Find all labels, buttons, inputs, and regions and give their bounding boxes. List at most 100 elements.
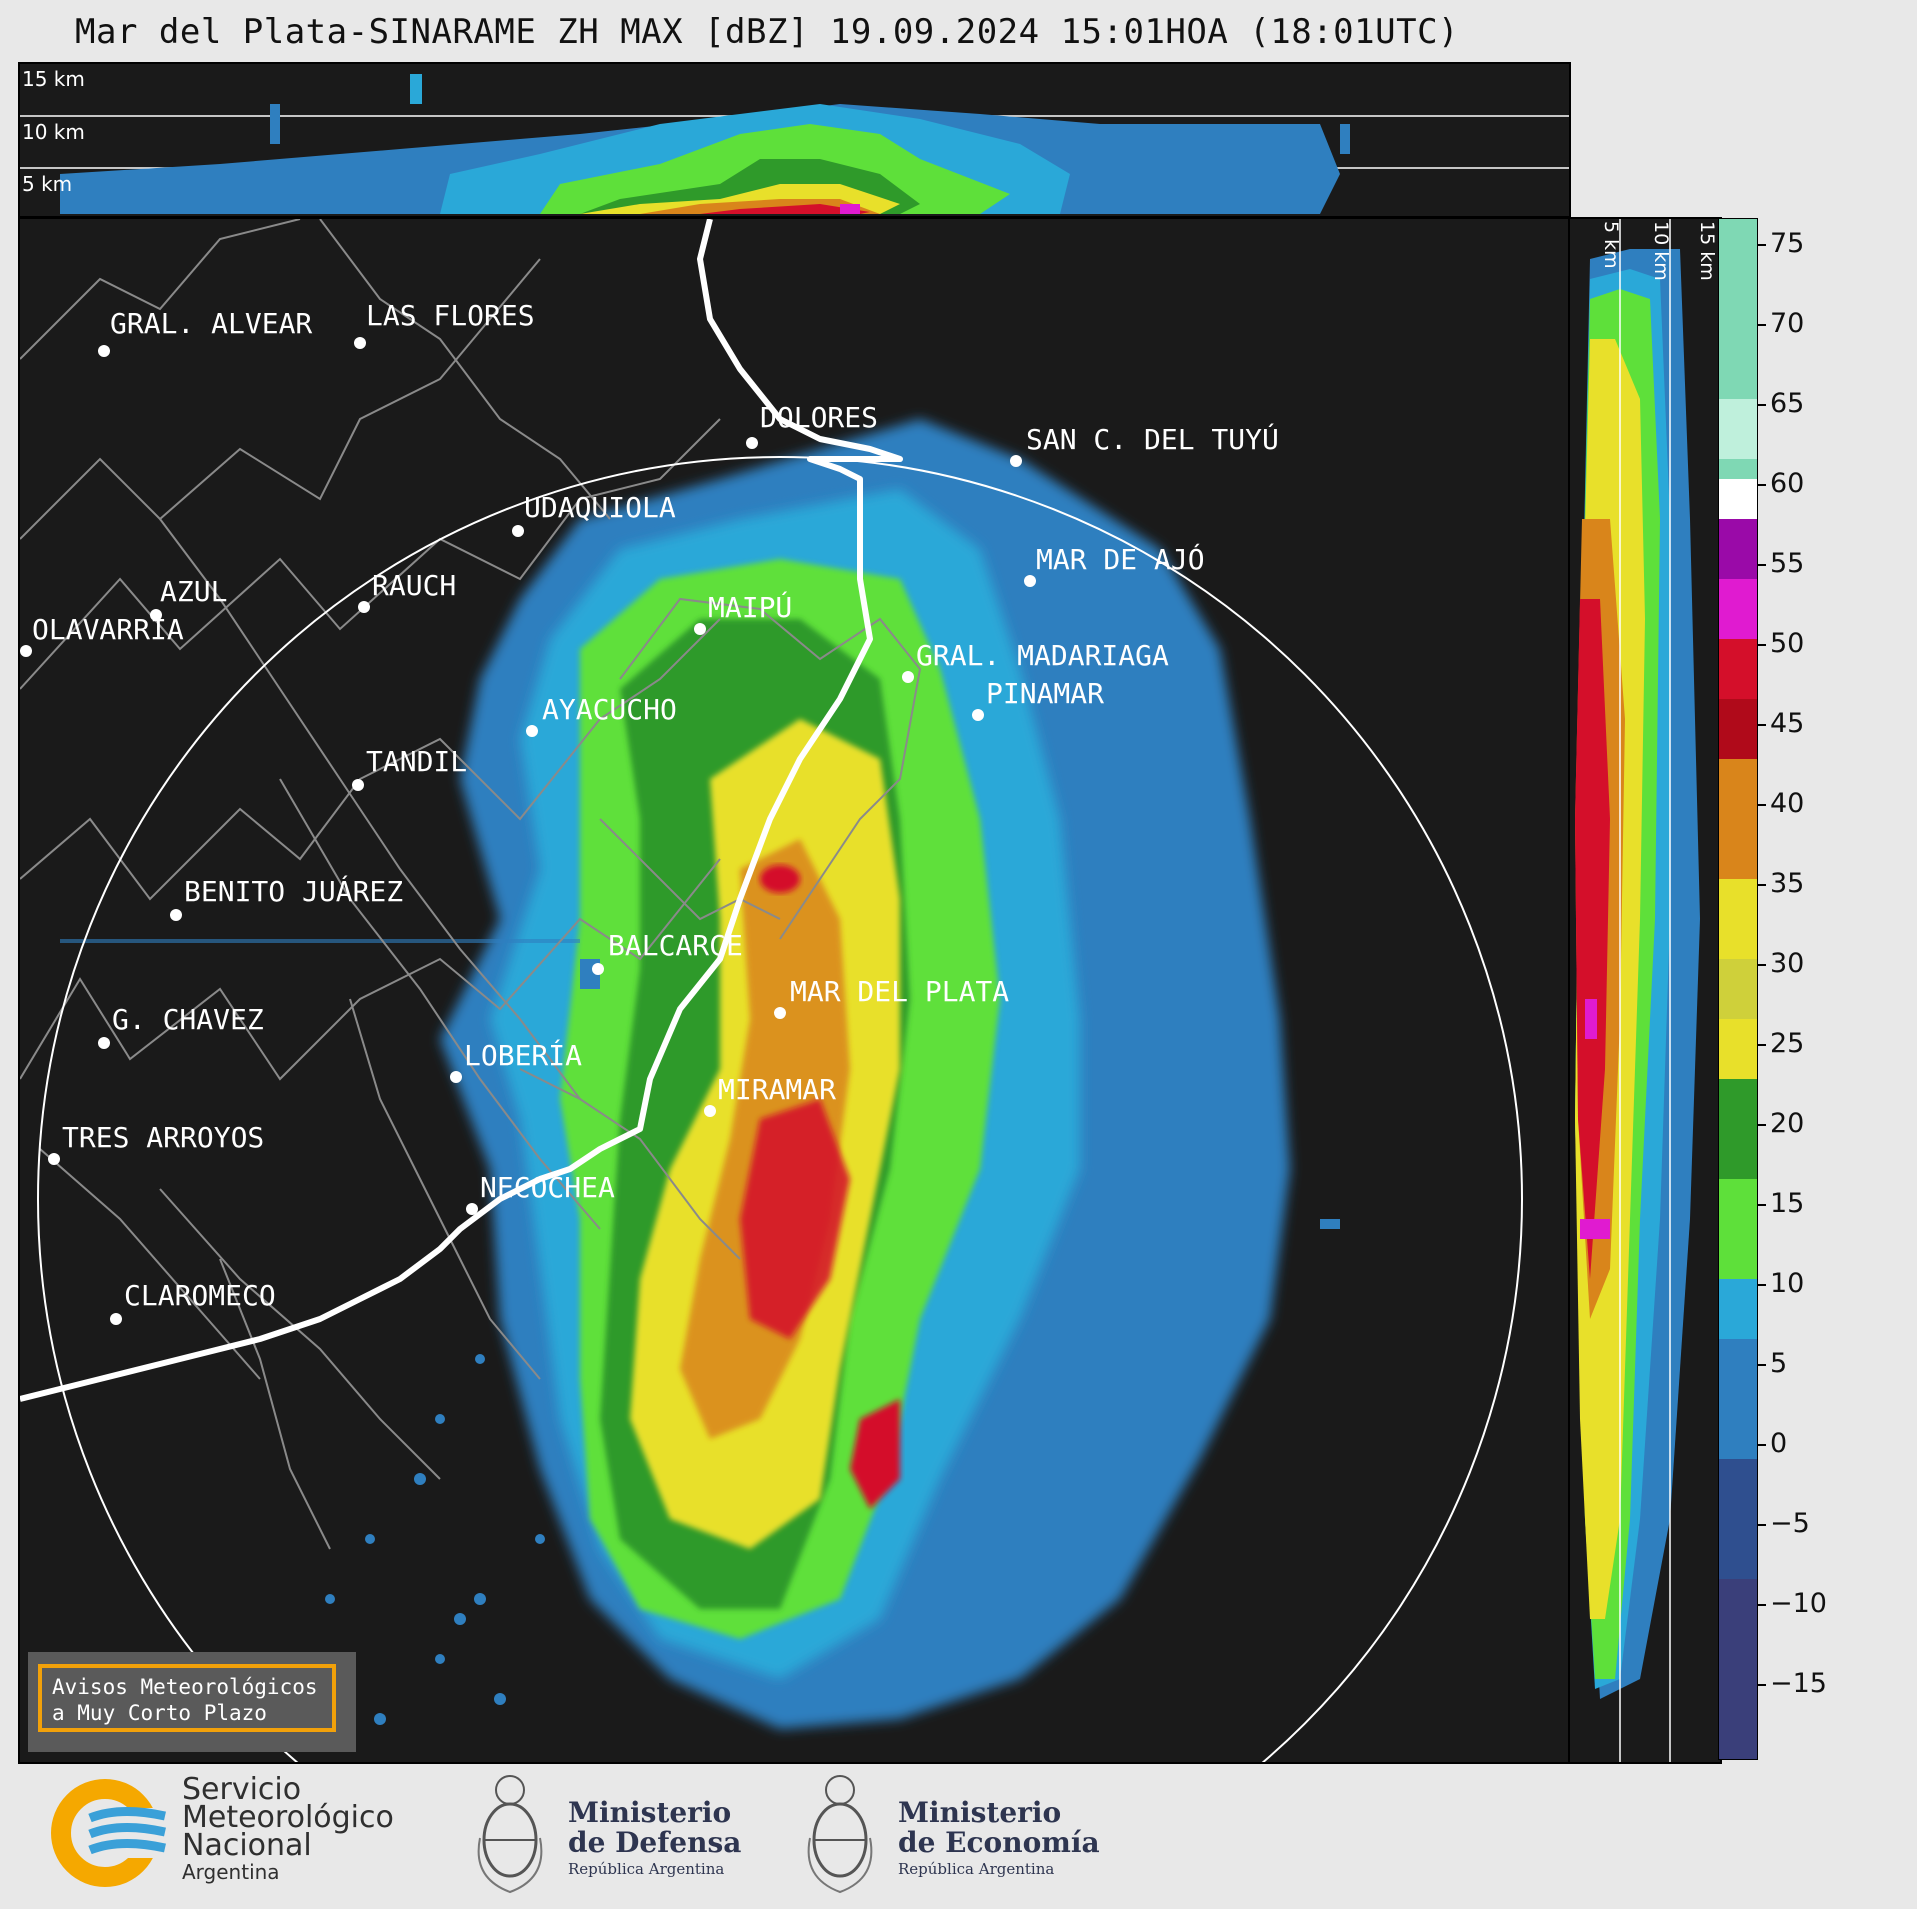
cb-tick: [1758, 1124, 1766, 1126]
smn-line-2: Meteorológico: [182, 1800, 394, 1835]
city-dot: [48, 1153, 60, 1165]
side-alt-5km: 5 km: [1600, 221, 1622, 269]
city-label-tandil: TANDIL: [366, 745, 468, 778]
cb-tick: [1758, 404, 1766, 406]
colorbar-gradient: [1719, 219, 1757, 1759]
warning-line-2: a Muy Corto Plazo: [52, 1701, 267, 1725]
city-label-loberia: LOBERÍA: [464, 1039, 583, 1072]
city-label-g-chavez: G. CHAVEZ: [112, 1003, 264, 1036]
cb-tick: [1758, 964, 1766, 966]
city-dot: [512, 525, 524, 537]
defensa-line-1: Ministerio: [568, 1796, 732, 1829]
city-dot: [592, 963, 604, 975]
city-dot: [150, 609, 162, 621]
smn-logo-icon: [51, 1779, 170, 1887]
side-cross-section: 5 km 10 km 15 km: [1568, 217, 1722, 1764]
side-echo-profile: [1575, 219, 1700, 1762]
city-dot: [526, 725, 538, 737]
cb-tick: [1758, 1044, 1766, 1046]
city-label-ayacucho: AYACUCHO: [542, 693, 677, 726]
coat-of-arms-icon: [807, 1775, 873, 1894]
city-label-necochea: NECOCHEA: [480, 1171, 615, 1204]
chart-title: Mar del Plata-SINARAME ZH MAX [dBZ] 19.0…: [75, 12, 1460, 52]
cb-label-5: 5: [1770, 1348, 1788, 1379]
city-dot: [98, 345, 110, 357]
radar-map-canvas: [20, 219, 1523, 1762]
defensa-logo-text: Ministerio de Defensa República Argentin…: [568, 1798, 741, 1880]
cb-tick: [1758, 1684, 1766, 1686]
city-label-dolores: DOLORES: [760, 401, 879, 434]
footer-logos: Servicio Meteorológico Nacional Argentin…: [0, 1762, 1917, 1909]
city-dot: [704, 1105, 716, 1117]
city-dot: [466, 1203, 478, 1215]
scattered-cells: [60, 939, 1340, 1725]
economia-line-1: Ministerio: [898, 1796, 1062, 1829]
cb-label-70: 70: [1770, 308, 1805, 339]
city-label-benito-juarez: BENITO JUÁREZ: [184, 875, 404, 908]
range-ring: [37, 456, 1523, 1762]
city-label-maipu: MAIPÚ: [708, 591, 793, 624]
defensa-line-2: de Defensa: [568, 1826, 742, 1859]
city-dot: [1010, 455, 1022, 467]
cb-label-35: 35: [1770, 868, 1805, 899]
cb-tick: [1758, 804, 1766, 806]
cb-tick: [1758, 884, 1766, 886]
city-dot: [450, 1071, 462, 1083]
city-label-tres-arroyos: TRES ARROYOS: [62, 1121, 265, 1154]
cb-tick: [1758, 564, 1766, 566]
coat-of-arms-icon: [477, 1775, 543, 1894]
warning-line-1: Avisos Meteorológicos: [52, 1675, 318, 1699]
city-label-claromeco: CLAROMECO: [124, 1279, 276, 1312]
cb-tick: [1758, 324, 1766, 326]
cb-label-45: 45: [1770, 708, 1805, 739]
city-label-las-flores: LAS FLORES: [366, 299, 535, 332]
city-dot: [98, 1037, 110, 1049]
cb-label-minus10: −10: [1770, 1588, 1827, 1619]
smn-line-4: Argentina: [182, 1860, 280, 1884]
city-label-gral-madariaga: GRAL. MADARIAGA: [916, 639, 1169, 672]
warning-box[interactable]: Avisos Meteorológicos a Muy Corto Plazo: [28, 1652, 356, 1752]
city-dot: [20, 645, 32, 657]
cb-label-20: 20: [1770, 1108, 1805, 1139]
top-alt-5km: 5 km: [22, 172, 73, 196]
city-dot: [352, 779, 364, 791]
side-alt-10km: 10 km: [1650, 221, 1672, 281]
city-label-mar-de-ajo: MAR DE AJÓ: [1036, 543, 1205, 576]
city-label-gral-alvear: GRAL. ALVEAR: [110, 307, 313, 340]
top-echo-profile: [20, 74, 1569, 214]
economia-line-2: de Economía: [898, 1826, 1100, 1859]
cb-tick: [1758, 1444, 1766, 1446]
city-dot: [354, 337, 366, 349]
city-label-rauch: RAUCH: [372, 569, 457, 602]
cb-tick: [1758, 244, 1766, 246]
cb-label-55: 55: [1770, 548, 1805, 579]
top-alt-10km: 10 km: [22, 120, 85, 144]
city-label-pinamar: PINAMAR: [986, 677, 1105, 710]
city-label-san-c-del-tuyu: SAN C. DEL TUYÚ: [1026, 423, 1279, 456]
city-dot: [694, 623, 706, 635]
smn-line-3: Nacional: [182, 1828, 312, 1863]
top-alt-15km: 15 km: [22, 67, 85, 91]
city-label-mar-del-plata: MAR DEL PLATA: [790, 975, 1010, 1008]
cb-tick: [1758, 644, 1766, 646]
side-alt-15km: 15 km: [1696, 221, 1718, 281]
cb-label-15: 15: [1770, 1188, 1805, 1219]
city-dot: [972, 709, 984, 721]
cb-label-40: 40: [1770, 788, 1805, 819]
city-dot: [170, 909, 182, 921]
coastline: [20, 219, 903, 1402]
city-label-olavarria: OLAVARRÍA: [32, 613, 184, 646]
colorbar: [1718, 218, 1758, 1760]
city-dot: [902, 671, 914, 683]
city-dot: [358, 601, 370, 613]
warning-text: Avisos Meteorológicos a Muy Corto Plazo: [38, 1664, 336, 1732]
city-dot: [1024, 575, 1036, 587]
defensa-line-3: República Argentina: [568, 1860, 725, 1878]
city-dot: [746, 437, 758, 449]
cb-label-minus15: −15: [1770, 1668, 1827, 1699]
cb-label-minus5: −5: [1770, 1508, 1810, 1539]
cb-tick: [1758, 1284, 1766, 1286]
cb-tick: [1758, 484, 1766, 486]
city-dot: [774, 1007, 786, 1019]
cb-label-0: 0: [1770, 1428, 1788, 1459]
